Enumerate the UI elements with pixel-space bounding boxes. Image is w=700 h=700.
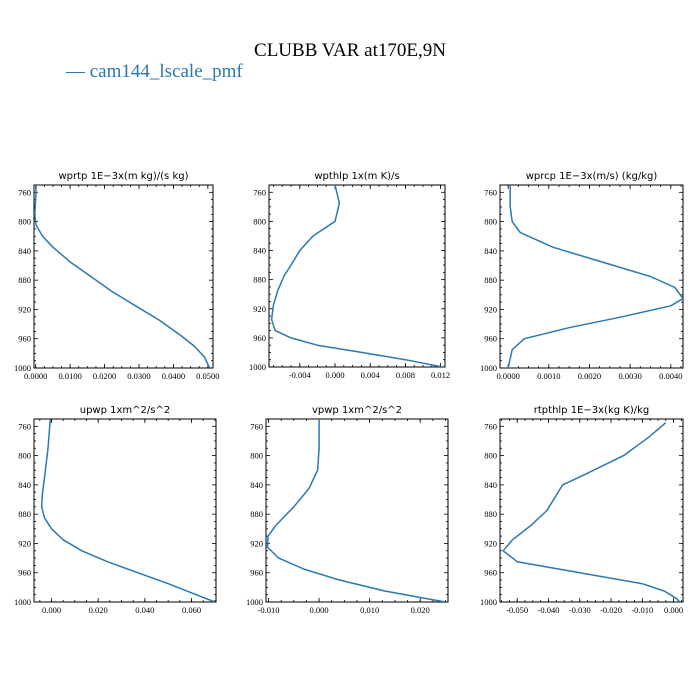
subplot-title: wprcp 1E−3x(m/s) (kg/kg) <box>526 171 658 182</box>
y-tick-label: 800 <box>253 216 266 226</box>
y-tick-label: 840 <box>250 480 263 490</box>
x-tick-label: 0.020 <box>411 605 430 615</box>
plot-frame <box>33 418 217 603</box>
y-tick-label: 880 <box>484 275 497 285</box>
y-tick-label: 800 <box>484 451 497 461</box>
y-tick-label: 920 <box>484 538 497 548</box>
y-tick-label: 840 <box>253 246 266 256</box>
y-tick-label: 1000 <box>480 363 497 373</box>
x-tick-label: 0.0500 <box>196 371 219 381</box>
x-tick-label: -0.020 <box>600 605 622 615</box>
y-tick-label: 840 <box>484 480 497 490</box>
subplot-3: wprcp 1E−3x(m/s) (kg/kg) 760 800 840 880 920 9… <box>480 171 684 381</box>
y-tick-label: 800 <box>18 451 31 461</box>
plot-frame <box>499 184 684 369</box>
figure-title: CLUBB VAR at170E,9N <box>254 40 446 61</box>
y-tick-label: 800 <box>484 217 497 227</box>
subplot-2: wpthlp 1x(m K)/s 760 800 840 880 920 960 1000 -0… <box>249 171 450 380</box>
x-tick-label: 0.012 <box>431 370 450 380</box>
x-tick-label: -0.010 <box>258 605 280 615</box>
x-tick-label: 0.0030 <box>618 371 641 381</box>
y-tick-label: 920 <box>18 538 31 548</box>
y-tick-label: 920 <box>484 304 497 314</box>
y-tick-label: 1000 <box>246 597 263 607</box>
y-tick-label: 960 <box>250 568 263 578</box>
y-tick-label: 840 <box>18 246 31 256</box>
x-tick-label: 0.0100 <box>58 371 81 381</box>
y-tick-label: 840 <box>18 480 31 490</box>
x-tick-label: 0.0300 <box>127 371 150 381</box>
x-tick-label: -0.030 <box>569 605 591 615</box>
series-line <box>270 185 443 367</box>
y-tick-label: 760 <box>484 421 497 431</box>
subplot-1: wprtp 1E−3x(m kg)/(s kg) 760 800 840 880 920 9… <box>14 171 220 381</box>
x-tick-label: 0.060 <box>182 605 201 615</box>
y-tick-label: 960 <box>253 333 266 343</box>
y-tick-label: 880 <box>18 275 31 285</box>
plot-frame <box>33 184 214 369</box>
subplot-6: rtpthlp 1E−3x(kg K)/kg 760 800 840 880 920 960… <box>480 405 684 615</box>
series-line <box>502 422 681 602</box>
series-line <box>266 419 446 602</box>
series-line <box>40 419 216 602</box>
subplot-title: vpwp 1xm^2/s^2 <box>312 405 402 416</box>
y-tick-label: 880 <box>250 509 263 519</box>
y-tick-label: 880 <box>253 275 266 285</box>
x-tick-label: 0.008 <box>396 370 415 380</box>
y-tick-label: 800 <box>18 217 31 227</box>
legend-entry: — cam144_lscale_pmf <box>65 61 243 82</box>
subplot-title: wpthlp 1x(m K)/s <box>314 171 399 182</box>
series-line <box>507 185 683 368</box>
subplot-5: vpwp 1xm^2/s^2 760 800 840 880 920 960 1000-0.0… <box>246 405 449 615</box>
y-tick-label: 800 <box>250 451 263 461</box>
y-tick-label: 960 <box>484 568 497 578</box>
x-tick-label: 0.0400 <box>162 371 185 381</box>
plot-frame <box>499 418 684 603</box>
x-tick-label: 0.000 <box>310 605 329 615</box>
y-tick-label: 960 <box>18 334 31 344</box>
series-line <box>34 185 211 368</box>
subplot-title: upwp 1xm^2/s^2 <box>80 405 170 416</box>
y-tick-label: 760 <box>18 421 31 431</box>
x-tick-label: -0.004 <box>289 370 312 380</box>
y-tick-label: 920 <box>253 304 266 314</box>
x-tick-label: 0.010 <box>360 605 379 615</box>
y-tick-label: 1000 <box>480 597 497 607</box>
x-tick-label: -0.040 <box>538 605 560 615</box>
x-tick-label: 0.004 <box>361 370 381 380</box>
subplot-title: rtpthlp 1E−3x(kg K)/kg <box>534 405 649 416</box>
subplot-4: upwp 1xm^2/s^2 760 800 840 880 920 960 1000 0.00… <box>14 405 217 615</box>
y-tick-label: 920 <box>18 304 31 314</box>
y-tick-label: 960 <box>18 568 31 578</box>
y-tick-label: 960 <box>484 334 497 344</box>
x-tick-label: 0.0020 <box>578 371 601 381</box>
y-tick-label: 760 <box>484 187 497 197</box>
x-tick-label: 0.0010 <box>537 371 560 381</box>
y-tick-label: 760 <box>253 187 266 197</box>
x-tick-label: 0.000 <box>42 605 61 615</box>
x-tick-label: 0.0000 <box>24 371 47 381</box>
x-tick-label: 0.000 <box>664 605 683 615</box>
y-tick-label: 840 <box>484 246 497 256</box>
x-tick-label: 0.0040 <box>659 371 682 381</box>
y-tick-label: 920 <box>250 538 263 548</box>
plot-frame <box>268 184 446 368</box>
x-tick-label: 0.020 <box>89 605 108 615</box>
x-tick-label: 0.040 <box>135 605 154 615</box>
x-tick-label: 0.0200 <box>93 371 116 381</box>
y-tick-label: 760 <box>250 421 263 431</box>
y-tick-label: 760 <box>18 187 31 197</box>
x-tick-label: -0.050 <box>506 605 528 615</box>
y-tick-label: 1000 <box>14 597 31 607</box>
y-tick-label: 1000 <box>249 362 266 372</box>
subplot-title: wprtp 1E−3x(m kg)/(s kg) <box>59 171 189 182</box>
x-tick-label: 0.0000 <box>496 371 519 381</box>
y-tick-label: 880 <box>484 509 497 519</box>
subplot-grid: wprtp 1E−3x(m kg)/(s kg) 760 800 840 880 920 9… <box>14 171 684 615</box>
x-tick-label: 0.000 <box>325 370 344 380</box>
y-tick-label: 1000 <box>14 363 31 373</box>
x-tick-label: -0.010 <box>631 605 653 615</box>
y-tick-label: 880 <box>18 509 31 519</box>
